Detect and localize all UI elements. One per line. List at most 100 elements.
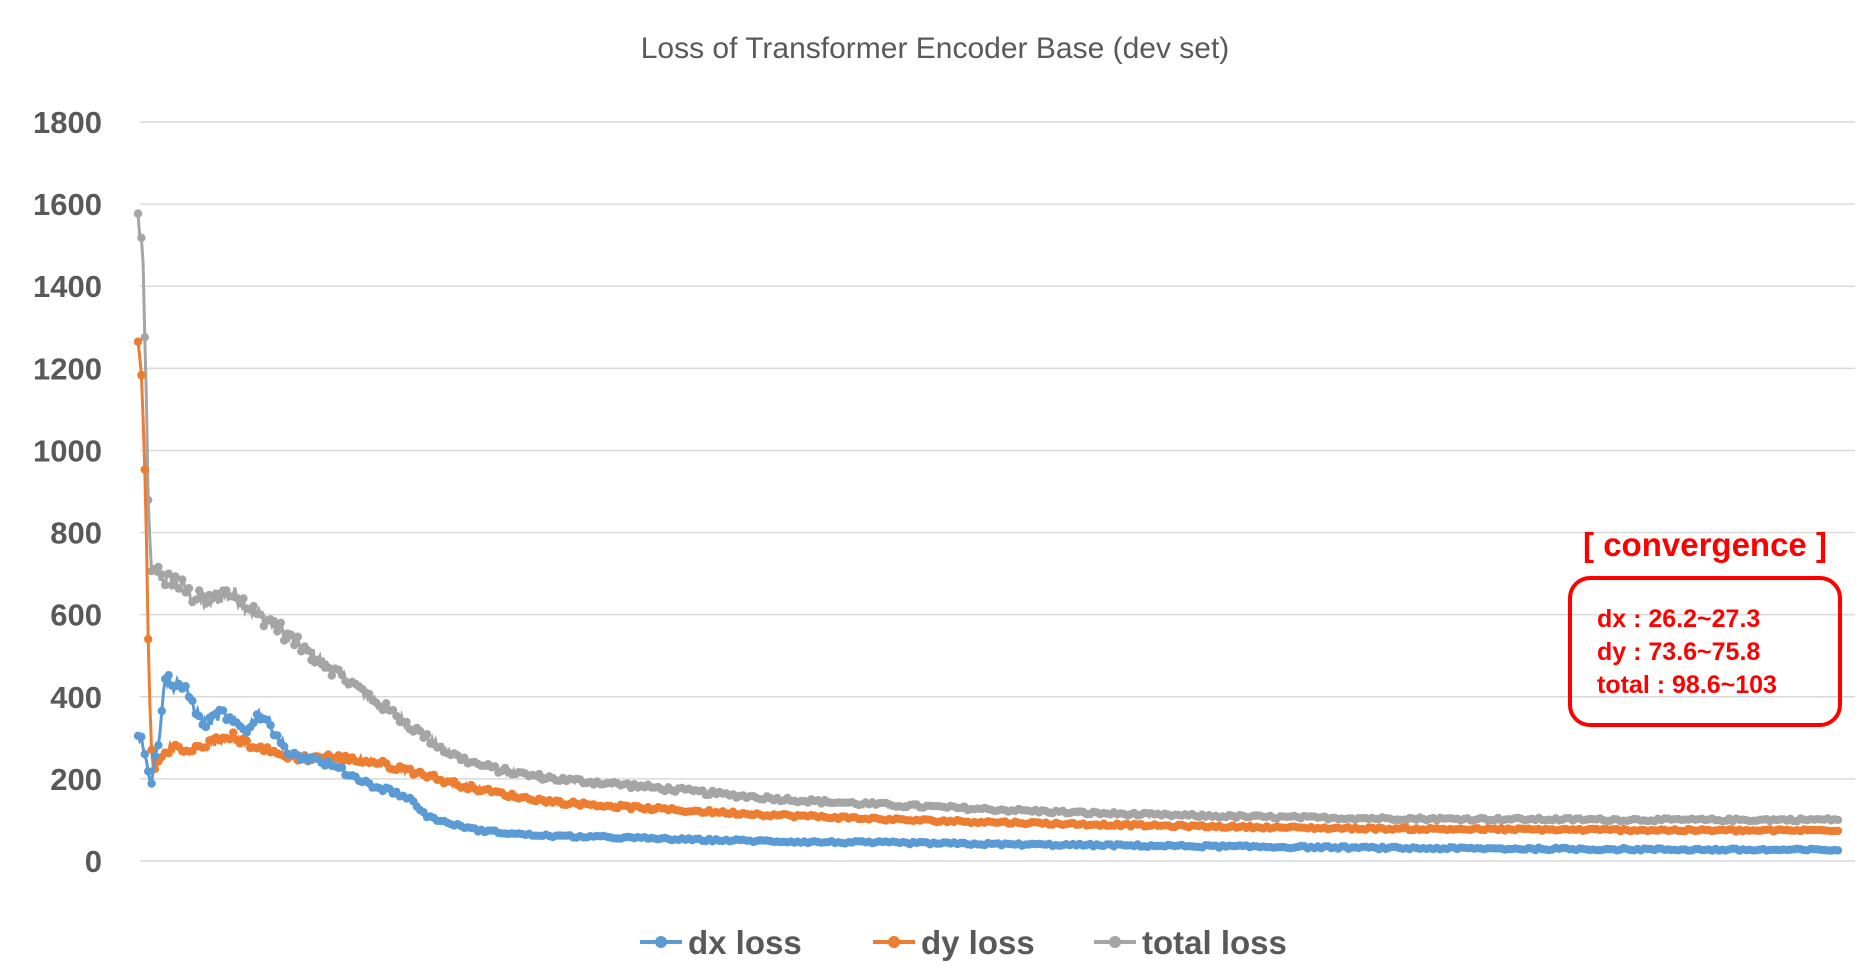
data-point	[147, 745, 156, 754]
series-points-dy-loss	[133, 337, 1843, 836]
data-point	[269, 620, 279, 629]
data-point	[280, 636, 289, 645]
data-point	[147, 779, 156, 788]
data-point	[266, 721, 275, 730]
data-point	[150, 751, 160, 761]
data-point	[293, 632, 302, 641]
data-point	[140, 465, 149, 474]
data-point	[256, 610, 265, 619]
y-tick-label-800: 800	[50, 516, 102, 551]
data-point	[137, 732, 146, 742]
convergence-annotation: [ convergence ] dx : 26.2~27.3 dy : 73.6…	[1568, 526, 1842, 727]
convergence-dx: dx : 26.2~27.3	[1597, 605, 1760, 633]
data-point	[178, 575, 187, 584]
data-point	[365, 689, 374, 699]
data-point	[137, 370, 146, 380]
chart-title: Loss of Transformer Encoder Base (dev se…	[641, 32, 1230, 65]
data-point	[303, 646, 313, 655]
legend: dx loss dy loss total loss	[640, 924, 1287, 961]
series-dx-loss	[133, 671, 1843, 855]
y-tick-label-400: 400	[50, 680, 102, 715]
data-point	[154, 562, 163, 572]
y-tick-label-1200: 1200	[33, 351, 102, 386]
data-point	[157, 570, 166, 579]
data-point	[239, 594, 248, 603]
data-point	[171, 572, 180, 581]
convergence-total: total : 98.6~103	[1597, 671, 1777, 699]
data-point	[144, 635, 153, 644]
data-point	[167, 581, 177, 590]
data-point	[276, 618, 285, 628]
data-point	[198, 591, 207, 601]
legend-swatch-marker	[1109, 936, 1121, 948]
y-tick-label-0: 0	[85, 844, 102, 879]
data-point	[337, 763, 347, 772]
legend-label: dy loss	[921, 924, 1035, 961]
data-point	[184, 584, 194, 593]
data-point	[181, 682, 190, 691]
legend-swatch-marker	[655, 936, 667, 948]
y-tick-label-600: 600	[50, 598, 102, 633]
data-point	[422, 730, 432, 739]
data-point	[382, 699, 391, 708]
data-point	[218, 706, 228, 715]
data-point	[154, 741, 163, 750]
legend-label: total loss	[1142, 924, 1287, 961]
data-point	[273, 731, 282, 740]
data-point	[1833, 815, 1843, 825]
series-line-dy-loss	[136, 341, 1839, 834]
y-tick-label-200: 200	[50, 762, 102, 797]
data-point	[161, 580, 170, 590]
data-point	[137, 233, 146, 242]
data-point	[133, 337, 143, 346]
y-tick-label-1000: 1000	[33, 433, 102, 468]
legend-item-total-loss: total loss	[1094, 924, 1287, 961]
data-point	[290, 640, 299, 650]
data-point	[201, 599, 211, 608]
data-point	[174, 584, 183, 593]
data-point	[273, 627, 282, 636]
data-point	[402, 717, 411, 727]
data-point	[334, 751, 343, 760]
convergence-heading: [ convergence ]	[1583, 526, 1827, 563]
data-point	[249, 601, 258, 611]
data-point	[164, 569, 173, 578]
series-points-total-loss	[133, 209, 1843, 826]
legend-item-dx-loss: dx loss	[640, 924, 802, 961]
data-point	[378, 705, 387, 715]
series-dy-loss	[133, 337, 1843, 836]
data-point	[337, 670, 347, 680]
data-point	[157, 706, 166, 716]
series-points-dx-loss	[133, 671, 1843, 855]
data-point	[201, 722, 211, 732]
data-point	[195, 712, 204, 721]
gridlines	[140, 121, 1855, 862]
data-point	[249, 718, 258, 728]
data-point	[280, 742, 289, 751]
data-point	[144, 767, 153, 776]
data-point	[229, 728, 238, 737]
y-tick-label-1800: 1800	[33, 105, 102, 140]
data-point	[164, 671, 173, 680]
data-point	[191, 595, 200, 604]
data-point	[133, 209, 143, 218]
data-point	[140, 333, 149, 342]
series-total-loss	[133, 209, 1843, 826]
series-lines	[133, 209, 1843, 855]
data-point	[416, 726, 425, 736]
data-point	[201, 743, 211, 752]
data-point	[188, 696, 197, 705]
data-point	[327, 671, 336, 680]
legend-label: dx loss	[688, 924, 802, 961]
data-point	[242, 736, 251, 745]
data-point	[1833, 826, 1843, 836]
convergence-box	[1568, 576, 1842, 727]
y-tick-label-1600: 1600	[33, 187, 102, 222]
convergence-dy: dy : 73.6~75.8	[1597, 638, 1760, 666]
data-point	[140, 750, 149, 759]
data-point	[286, 630, 296, 639]
series-line-total-loss	[136, 213, 1839, 824]
y-tick-label-1400: 1400	[33, 269, 102, 304]
data-point	[1833, 846, 1843, 855]
